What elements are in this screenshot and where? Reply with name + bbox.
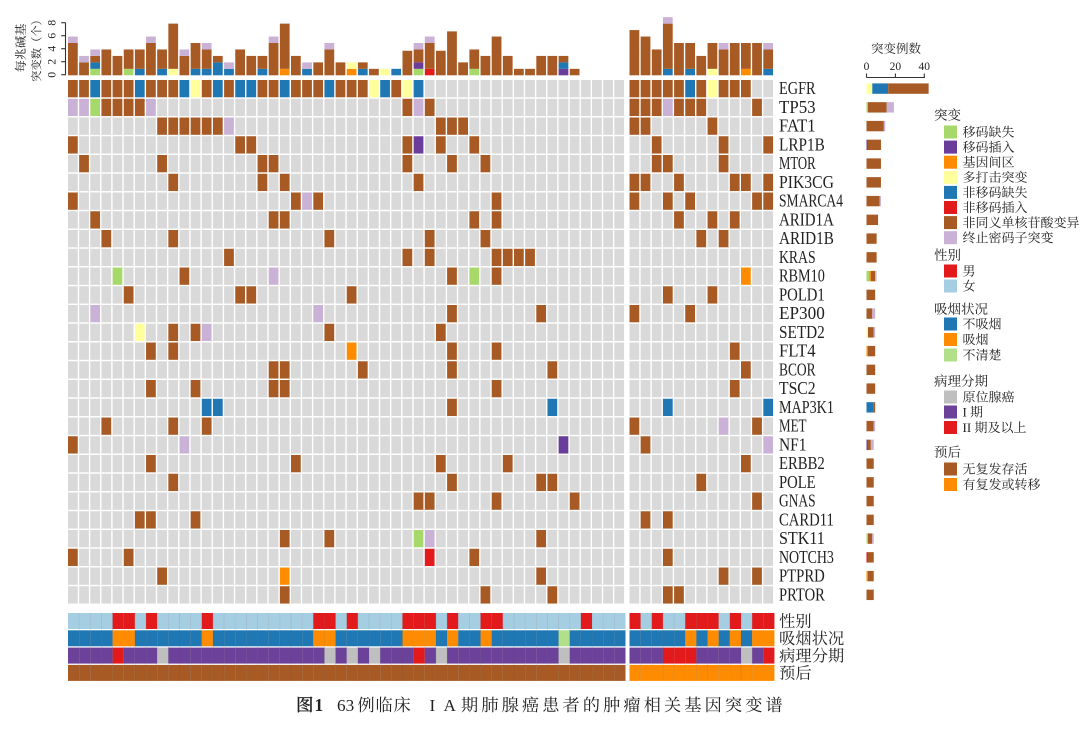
- svg-text:CARD11: CARD11: [779, 509, 834, 529]
- svg-text:GNAS: GNAS: [779, 491, 816, 511]
- svg-text:6: 6: [46, 33, 58, 39]
- svg-text:A: A: [444, 696, 457, 715]
- svg-text:SMARCA4: SMARCA4: [779, 191, 843, 211]
- svg-text:0: 0: [864, 61, 870, 73]
- svg-text:ARID1A: ARID1A: [779, 209, 834, 229]
- svg-text:STK11: STK11: [779, 528, 825, 548]
- svg-text:63: 63: [337, 696, 354, 715]
- svg-text:20: 20: [890, 61, 902, 73]
- svg-text:PRTOR: PRTOR: [779, 584, 825, 604]
- svg-text:II: II: [963, 420, 972, 435]
- svg-text:LRP1B: LRP1B: [779, 134, 825, 154]
- svg-text:RBM10: RBM10: [779, 266, 825, 286]
- svg-text:I: I: [963, 405, 967, 420]
- svg-text:FLT4: FLT4: [779, 341, 816, 361]
- svg-text:PTPRD: PTPRD: [779, 566, 825, 586]
- svg-text:NOTCH3: NOTCH3: [779, 547, 834, 567]
- svg-text:1: 1: [315, 695, 324, 715]
- svg-text:I: I: [430, 696, 436, 715]
- svg-text:KRAS: KRAS: [779, 247, 816, 267]
- svg-text:PIK3CG: PIK3CG: [779, 172, 834, 192]
- svg-text:EGFR: EGFR: [779, 78, 816, 98]
- svg-text:ERBB2: ERBB2: [779, 453, 825, 473]
- svg-text:NF1: NF1: [779, 434, 807, 454]
- svg-text:TSC2: TSC2: [779, 378, 816, 398]
- svg-text:40: 40: [919, 61, 931, 73]
- svg-text:MET: MET: [779, 416, 807, 436]
- svg-text:TP53: TP53: [779, 97, 816, 117]
- svg-text:8: 8: [46, 20, 58, 26]
- svg-text:MAP3K1: MAP3K1: [779, 397, 834, 417]
- svg-text:EP300: EP300: [779, 303, 825, 323]
- svg-text:ARID1B: ARID1B: [779, 228, 834, 248]
- svg-text:POLE: POLE: [779, 472, 816, 492]
- svg-text:FAT1: FAT1: [779, 116, 816, 136]
- svg-text:4: 4: [46, 46, 58, 52]
- svg-text:2: 2: [46, 59, 58, 65]
- svg-text:SETD2: SETD2: [779, 322, 825, 342]
- svg-text:BCOR: BCOR: [779, 359, 816, 379]
- svg-text:POLD1: POLD1: [779, 284, 825, 304]
- svg-text:MTOR: MTOR: [779, 153, 816, 173]
- svg-text:0: 0: [46, 72, 58, 78]
